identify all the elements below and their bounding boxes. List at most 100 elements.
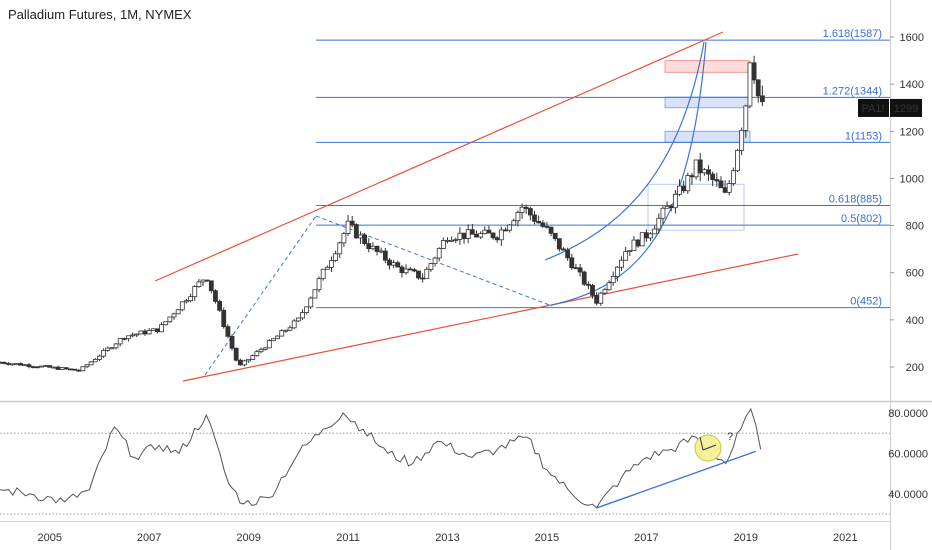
candle-body [681,185,687,192]
candle-body [345,220,351,234]
candle-body [498,229,504,241]
candle-body [552,232,558,240]
price-tick-label: 1000 [900,173,924,185]
parabolic-arc-lower [551,41,707,306]
fib-level-label: 0.5(802) [841,213,882,225]
candle-body [291,320,297,329]
candle-body [5,363,11,365]
candle-body [217,301,222,311]
candle-body [266,340,272,349]
candle-body [527,208,533,216]
candle-body [163,321,169,326]
lower-trendline [182,253,799,382]
candle-body [718,180,724,189]
candle-body [382,250,388,261]
candle-body [706,169,711,175]
candle-body [759,95,765,103]
candle-body [105,347,111,351]
candle-body [117,338,123,345]
candle-body [735,149,740,172]
candle-body [523,206,529,209]
candle-body [246,358,252,362]
candle-body [337,242,343,255]
candle-body [18,363,24,366]
candle-body [179,301,185,311]
candle-body [155,328,160,333]
candle-body [701,169,707,174]
candle-body [660,207,666,219]
candle-body [39,365,44,368]
candle-body [308,297,314,308]
candle-body [540,222,546,227]
candle-body [378,250,384,253]
candle-body [648,233,653,239]
candle-body [300,312,305,319]
candle-body [664,205,670,209]
candle-body [1,361,7,364]
candle-body [569,257,575,269]
price-badge-symbol: PA1! [861,103,884,115]
candle-body [329,260,334,268]
measure-leg-1 [204,215,317,376]
candle-body [80,366,86,372]
candle-body [225,326,231,337]
candle-body [693,159,699,178]
candle-body [598,292,604,304]
candle-body [208,280,214,292]
time-tick-label: 2021 [833,532,857,544]
candle-body [432,257,438,265]
candle-body [548,226,554,234]
candle-body [411,269,417,272]
candle-body [436,248,442,259]
candle-body [561,248,566,251]
candle-body [490,232,496,239]
candle-body [279,330,285,337]
candle-body [213,290,218,302]
candle-body [370,245,376,250]
candle-body [258,349,264,353]
annotation-question-mark: ? [727,431,733,443]
candle-body [424,268,430,280]
price-badge-value-bg [890,98,922,117]
candle-body [150,328,156,331]
rsi-highlight-mark [699,436,704,451]
candle-body [262,347,268,350]
candle-body [68,368,73,371]
candle-body [138,330,144,335]
candle-body [445,239,450,242]
candle-body [88,361,94,366]
price-badge-symbol-bg [858,98,889,117]
candle-body [614,266,620,277]
candle-body [196,281,202,287]
candle-body [250,355,256,360]
candle-body [577,267,583,273]
price-tick-label: 600 [906,268,924,280]
candle-body [465,229,471,239]
candle-body [14,363,19,365]
candle-body [374,245,380,252]
support-box [647,183,745,231]
candle-body [51,366,57,369]
candle-body [668,205,674,209]
candle-body [515,212,521,222]
candle-body [710,173,716,180]
candle-body [403,268,409,274]
candle-body [43,365,48,368]
candle-body [585,283,591,286]
candle-body [457,232,463,240]
fib-level-label: 1.618(1587) [823,28,882,40]
candle-body [573,267,579,270]
candle-body [478,233,484,238]
candle-body [747,62,753,107]
candle-body [59,367,65,370]
candle-body [349,220,355,225]
candle-body [358,234,363,239]
candle-body [113,343,119,349]
candle-body [188,296,193,302]
candle-body [519,206,525,213]
candle-body [283,329,289,332]
candle-body [254,351,260,357]
rsi-highlight-mark [702,444,717,451]
candle-body [656,217,662,230]
